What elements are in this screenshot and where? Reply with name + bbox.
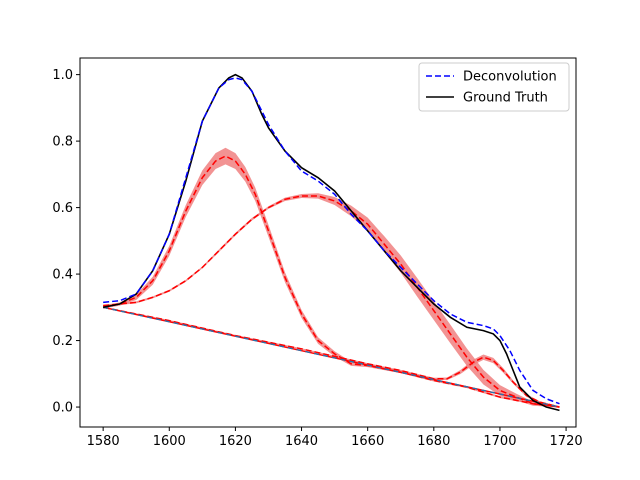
uncertainty-bands xyxy=(103,147,560,409)
x-tick-label: 1600 xyxy=(153,434,186,449)
x-axis-ticks: 1580 1600 1620 1640 1660 1680 1700 1720 xyxy=(87,427,583,449)
baseline-dash xyxy=(103,306,560,408)
component-2-curve xyxy=(103,195,560,408)
deconvolution-line xyxy=(103,77,560,405)
x-tick-label: 1720 xyxy=(550,434,583,449)
x-tick-label: 1680 xyxy=(417,434,450,449)
x-tick-label: 1620 xyxy=(219,434,252,449)
x-tick-label: 1640 xyxy=(285,434,318,449)
y-tick-label: 0.6 xyxy=(52,201,73,216)
x-tick-label: 1700 xyxy=(483,434,516,449)
component-curves xyxy=(103,155,560,408)
y-tick-label: 0.0 xyxy=(52,401,73,416)
y-axis-ticks: 0.0 0.2 0.4 0.6 0.8 1.0 xyxy=(52,68,80,416)
y-tick-label: 1.0 xyxy=(52,68,73,83)
legend: Deconvolution Ground Truth xyxy=(418,62,570,112)
baseline-lines xyxy=(102,306,560,408)
y-tick-label: 0.4 xyxy=(52,268,73,283)
y-tick-label: 0.8 xyxy=(52,135,73,150)
legend-box xyxy=(418,62,570,112)
main-series xyxy=(102,73,560,412)
x-tick-label: 1660 xyxy=(351,434,384,449)
component-3-curve xyxy=(103,306,560,408)
y-tick-label: 0.2 xyxy=(52,334,73,349)
component-1-band xyxy=(103,147,560,408)
legend-deconvolution-label: Deconvolution xyxy=(463,70,557,85)
axes-frame xyxy=(79,57,577,428)
component-1-curve xyxy=(103,155,560,408)
x-tick-label: 1580 xyxy=(87,434,120,449)
legend-ground-truth-label: Ground Truth xyxy=(463,91,548,106)
